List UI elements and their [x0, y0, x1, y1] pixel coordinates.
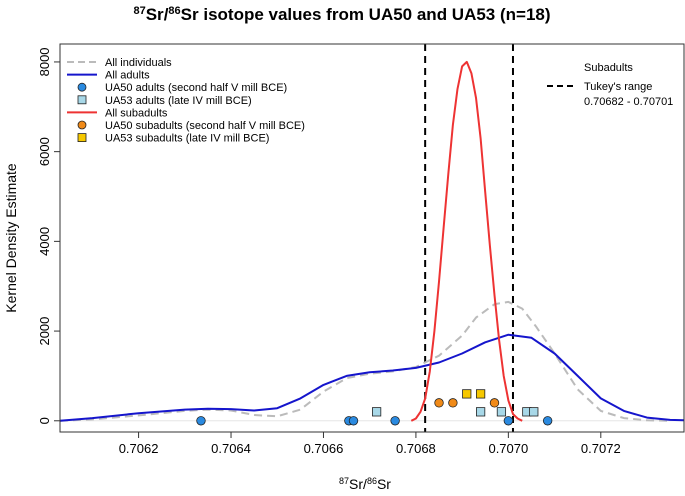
legend-label: All adults: [105, 70, 150, 82]
x-axis-label: 87Sr/86Sr: [339, 476, 391, 492]
tukey-legend-range: 0.70682 - 0.70701: [584, 96, 673, 108]
legend-label: UA50 subadults (second half V mill BCE): [105, 120, 305, 132]
x-tick-label: 0.7068: [396, 441, 436, 456]
legend-label: UA53 adults (late IV mill BCE): [105, 95, 252, 107]
point-ua50-adults: [390, 416, 400, 426]
point-ua50-subadults: [448, 398, 458, 408]
legend-marker-ua53-adults: [77, 95, 87, 105]
point-ua50-adults: [348, 416, 359, 426]
y-tick-label: 6000: [37, 137, 52, 166]
x-tick-label: 0.7064: [211, 441, 251, 456]
point-ua50-subadults: [489, 398, 500, 408]
point-ua53-adults: [476, 407, 486, 417]
series-line-all-individuals: [59, 300, 671, 422]
point-ua50-adults: [503, 416, 514, 426]
legend-label: All individuals: [105, 57, 172, 69]
plot-frame: [59, 43, 685, 433]
y-tick-label: 2000: [37, 317, 52, 346]
legend-label: UA50 adults (second half V mill BCE): [105, 82, 287, 94]
x-tick-label: 0.7066: [304, 441, 344, 456]
plot-area: [59, 44, 685, 432]
tukey-legend-title: Subadults: [584, 62, 633, 74]
series-line-all-adults: [59, 333, 685, 422]
legend-label: All subadults: [105, 107, 168, 119]
series-line-all-subadults: [410, 60, 523, 422]
x-tick-label: 0.7062: [119, 441, 159, 456]
y-axis-label: Kernel Density Estimate: [3, 163, 19, 313]
x-tick-label: 0.7070: [488, 441, 528, 456]
y-tick-label: 8000: [37, 47, 52, 76]
chart-title: 87Sr/86Sr isotope values from UA50 and U…: [133, 5, 550, 24]
legend-marker-ua50-subadults: [77, 120, 87, 130]
point-ua50-subadults: [434, 398, 444, 408]
legend-label: UA53 subadults (late IV mill BCE): [105, 133, 269, 145]
legend-marker-ua50-adults: [77, 82, 87, 92]
axes: 0.7062 0.7064 0.7066 0.7068 0.7070 0.7072 0 200…: [37, 43, 685, 456]
point-ua53-adults: [529, 407, 539, 417]
tukey-legend: Subadults Tukey's range 0.70682 - 0.70701: [547, 62, 673, 108]
point-ua53-subadults: [476, 389, 486, 399]
tukey-legend-label: Tukey's range: [584, 81, 652, 93]
point-ua50-adults: [542, 416, 553, 426]
point-ua53-subadults: [462, 389, 472, 399]
x-tick-label: 0.7072: [581, 441, 621, 456]
y-tick-label: 0: [37, 417, 52, 424]
legend-marker-ua53-subadults: [77, 133, 87, 143]
point-ua50-adults: [196, 416, 206, 426]
point-ua53-adults: [496, 407, 507, 417]
y-tick-label: 4000: [37, 227, 52, 256]
point-ua53-adults: [372, 407, 382, 417]
